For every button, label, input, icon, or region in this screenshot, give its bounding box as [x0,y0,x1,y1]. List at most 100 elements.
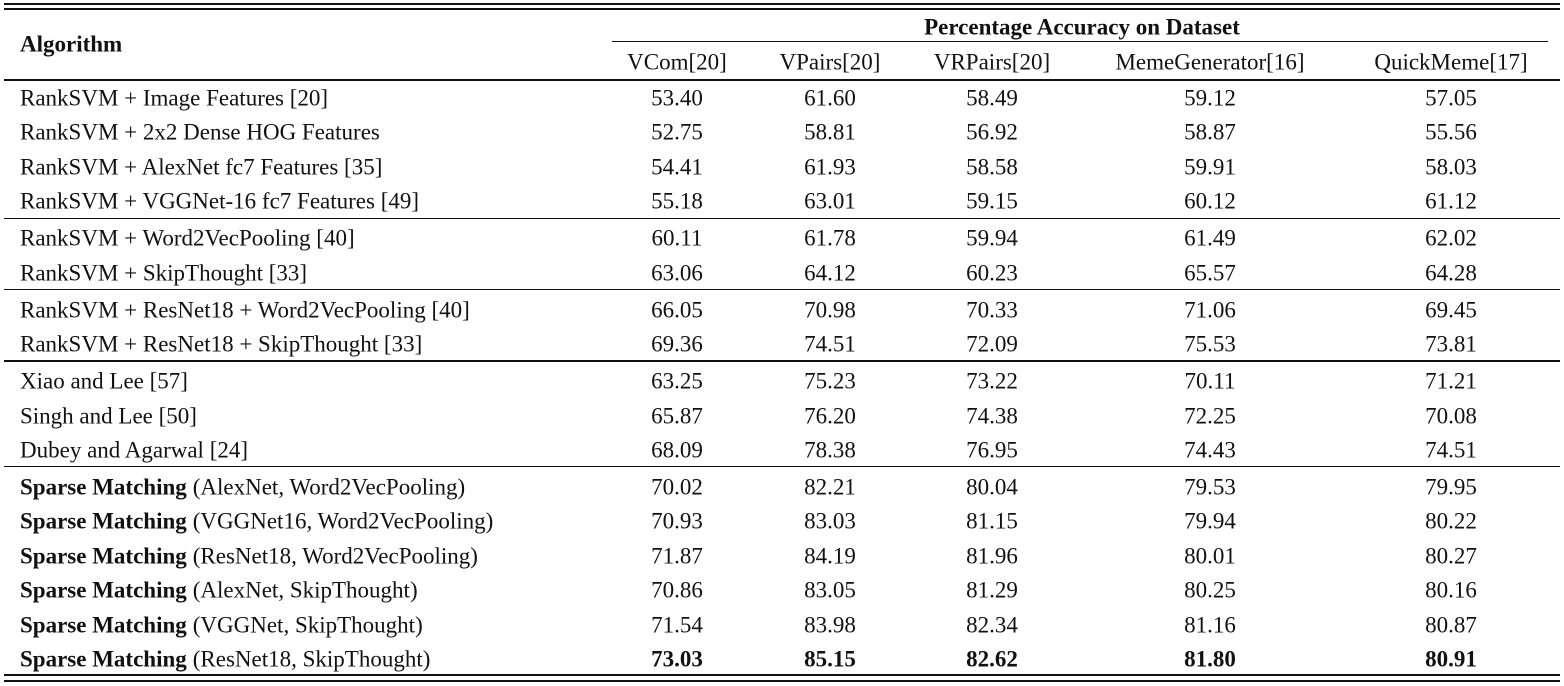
accuracy: 78.38 [804,437,856,463]
accuracy: 61.60 [804,85,856,111]
method: Dubey and Agarwal [24] [20,437,249,463]
method: Sparse Matching (ResNet18, Word2VecPoolin… [20,544,478,567]
method-name: Sparse Matching [20,543,187,569]
accuracy: 63.01 [804,188,856,214]
top-rule [4,3,1560,5]
method: Sparse Matching (AlexNet, Word2VecPooling… [20,475,465,498]
column-header: VPairs[20] [779,49,881,75]
accuracy: 79.94 [1184,508,1236,534]
accuracy: 74.38 [966,403,1018,429]
accuracy: 63.25 [651,368,703,394]
accuracy: 84.19 [804,543,856,569]
top-rule [4,8,1560,10]
accuracy: 80.16 [1425,577,1477,603]
accuracy: 80.04 [966,474,1018,500]
accuracy: 61.49 [1184,225,1236,251]
accuracy: 73.81 [1425,331,1477,357]
accuracy: 73.22 [966,368,1018,394]
column-header: VCom[20] [627,49,727,75]
method: RankSVM + ResNet18 + Word2VecPooling [40… [20,297,470,323]
method: Sparse Matching (AlexNet, SkipThought) [20,579,418,602]
method: Xiao and Lee [57] [20,368,188,394]
method-name: Sparse Matching [20,612,187,638]
header-group: Percentage Accuracy on Dataset [924,14,1240,40]
method: Sparse Matching (VGGNet16, Word2VecPoolin… [20,510,493,533]
method: RankSVM + Word2VecPooling [40] [20,225,355,251]
accuracy: 76.95 [966,437,1018,463]
accuracy: 72.09 [966,331,1018,357]
accuracy: 59.15 [966,188,1018,214]
method-name: Sparse Matching [20,508,187,534]
accuracy: 80.25 [1184,577,1236,603]
group-rule [4,288,1560,291]
method: RankSVM + Image Features [20] [20,85,329,111]
accuracy: 75.23 [804,368,856,394]
column-header: QuickMeme[17] [1374,49,1528,75]
column-header: VRPairs[20] [933,49,1051,75]
accuracy: 80.01 [1184,543,1236,569]
accuracy: 80.87 [1425,612,1477,638]
accuracy: 75.53 [1184,331,1236,357]
accuracy: 82.21 [804,474,856,500]
method: RankSVM + 2x2 Dense HOG Features [20,119,380,145]
accuracy: 54.41 [651,154,703,180]
accuracy: 68.09 [651,437,703,463]
accuracy: 61.78 [804,225,856,251]
accuracy: 83.05 [804,577,856,603]
accuracy: 81.29 [966,577,1018,603]
accuracy: 83.03 [804,508,856,534]
accuracy: 65.87 [651,403,703,429]
accuracy: 63.06 [651,260,703,286]
accuracy: 81.96 [966,543,1018,569]
method-name: Sparse Matching [20,577,187,603]
method: Singh and Lee [50] [20,403,197,429]
accuracy: 59.94 [966,225,1018,251]
header-rule [4,79,1560,81]
method-detail: (AlexNet, SkipThought) [192,577,418,603]
accuracy: 80.27 [1425,543,1477,569]
method: RankSVM + SkipThought [33] [20,260,308,286]
accuracy: 71.54 [651,612,703,638]
method-name: Sparse Matching [20,646,187,672]
accuracy: 52.75 [651,119,703,145]
accuracy: 69.45 [1425,297,1477,323]
accuracy: 70.11 [1184,368,1236,394]
accuracy: 60.12 [1184,188,1236,214]
accuracy: 74.51 [1425,437,1477,463]
accuracy: 58.03 [1425,154,1477,180]
accuracy: 58.49 [966,85,1018,111]
accuracy: 61.93 [804,154,856,180]
group-rule [612,41,1548,42]
group-rule [4,360,1560,362]
accuracy: 83.98 [804,612,856,638]
accuracy: 59.12 [1184,85,1236,111]
accuracy: 55.18 [651,188,703,214]
accuracy: 62.02 [1425,225,1477,251]
accuracy: 81.16 [1184,612,1236,638]
accuracy: 81.80 [1184,646,1236,672]
group-rule [4,466,1560,468]
group-rule [4,217,1560,219]
accuracy: 79.95 [1425,474,1477,500]
accuracy: 71.21 [1425,368,1477,394]
accuracy: 58.58 [966,154,1018,180]
accuracy: 57.05 [1425,85,1477,111]
accuracy: 58.87 [1184,119,1236,145]
accuracy: 55.56 [1425,119,1477,145]
accuracy: 72.25 [1184,403,1236,429]
accuracy: 73.03 [651,646,703,672]
accuracy: 74.43 [1184,437,1236,463]
accuracy: 60.11 [651,225,703,251]
method-detail: (ResNet18, SkipThought) [192,646,431,672]
accuracy: 64.12 [804,260,856,286]
accuracy: 56.92 [966,119,1018,145]
accuracy: 70.98 [804,297,856,323]
method: Sparse Matching (VGGNet, SkipThought) [20,613,423,636]
accuracy: 70.86 [651,577,703,603]
accuracy: 61.12 [1425,188,1477,214]
method: RankSVM + AlexNet fc7 Features [35] [20,154,383,180]
accuracy: 70.93 [651,508,703,534]
method: RankSVM + ResNet18 + SkipThought [33] [20,331,423,357]
accuracy: 79.53 [1184,474,1236,500]
